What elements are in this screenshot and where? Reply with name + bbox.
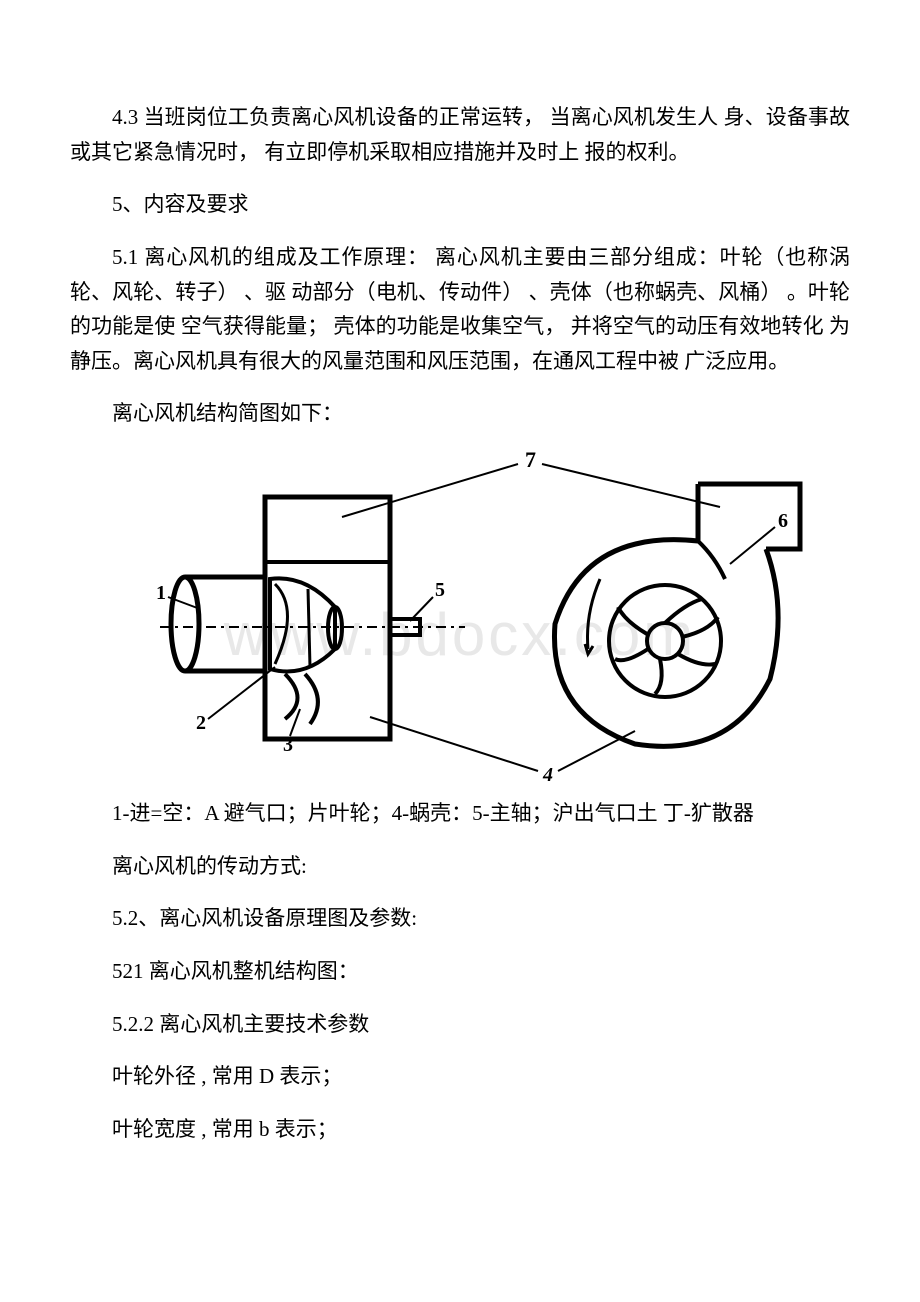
label-4: 4 xyxy=(542,764,553,784)
blade-3 xyxy=(678,654,715,665)
inlet-opening xyxy=(171,577,199,671)
impeller-hub-front xyxy=(647,623,683,659)
blade-5 xyxy=(615,649,648,660)
label-1: 1 xyxy=(156,582,166,604)
label-6: 6 xyxy=(778,510,788,532)
section-521: 521 离心风机整机结构图： xyxy=(70,954,850,989)
impeller-line xyxy=(308,589,310,667)
blade-6 xyxy=(618,607,647,634)
section-5-heading: 5、内容及要求 xyxy=(70,187,850,222)
paragraph-5-1: 5.1 离心风机的组成及工作原理： 离心风机主要由三部分组成：叶轮（也称涡轮、风… xyxy=(70,240,850,379)
label-7: 7 xyxy=(525,449,536,472)
volute-tongue xyxy=(698,541,725,579)
label-2: 2 xyxy=(196,712,206,734)
bottom-detail-1 xyxy=(285,674,298,719)
section-5-2-2: 5.2.2 离心风机主要技术参数 xyxy=(70,1007,850,1042)
param-width: 叶轮宽度 , 常用 b 表示； xyxy=(70,1112,850,1147)
section-5-2: 5.2、离心风机设备原理图及参数: xyxy=(70,901,850,936)
label-5: 5 xyxy=(435,579,445,601)
diagram-intro: 离心风机结构简图如下： xyxy=(70,396,850,431)
impeller-outer-ring xyxy=(609,585,721,697)
flow-arrow-path xyxy=(588,579,601,649)
leader-7-right xyxy=(542,464,720,507)
param-diameter: 叶轮外径 , 常用 D 表示； xyxy=(70,1059,850,1094)
label-3: 3 xyxy=(283,734,293,756)
blade-1 xyxy=(665,599,702,623)
document-content: 4.3 当班岗位工负责离心风机设备的正常运转， 当离心风机发生人 身、设备事故或… xyxy=(70,100,850,1147)
blade-2 xyxy=(682,617,718,637)
fan-structure-svg: 7 xyxy=(110,449,810,784)
impeller-curve1 xyxy=(275,584,288,664)
leader-4-left xyxy=(370,717,538,771)
leader-7-left xyxy=(342,464,518,517)
blade-4 xyxy=(655,659,662,694)
paragraph-4-3: 4.3 当班岗位工负责离心风机设备的正常运转， 当离心风机发生人 身、设备事故或… xyxy=(70,100,850,169)
bottom-detail-2 xyxy=(305,674,318,724)
diagram-caption: 1-进=空：A 避气口；片叶轮；4-蜗壳：5-主轴；沪出气口土 丁-犷散器 xyxy=(70,796,850,831)
centrifugal-fan-diagram: 7 xyxy=(70,449,850,784)
transmission-heading: 离心风机的传动方式: xyxy=(70,849,850,884)
